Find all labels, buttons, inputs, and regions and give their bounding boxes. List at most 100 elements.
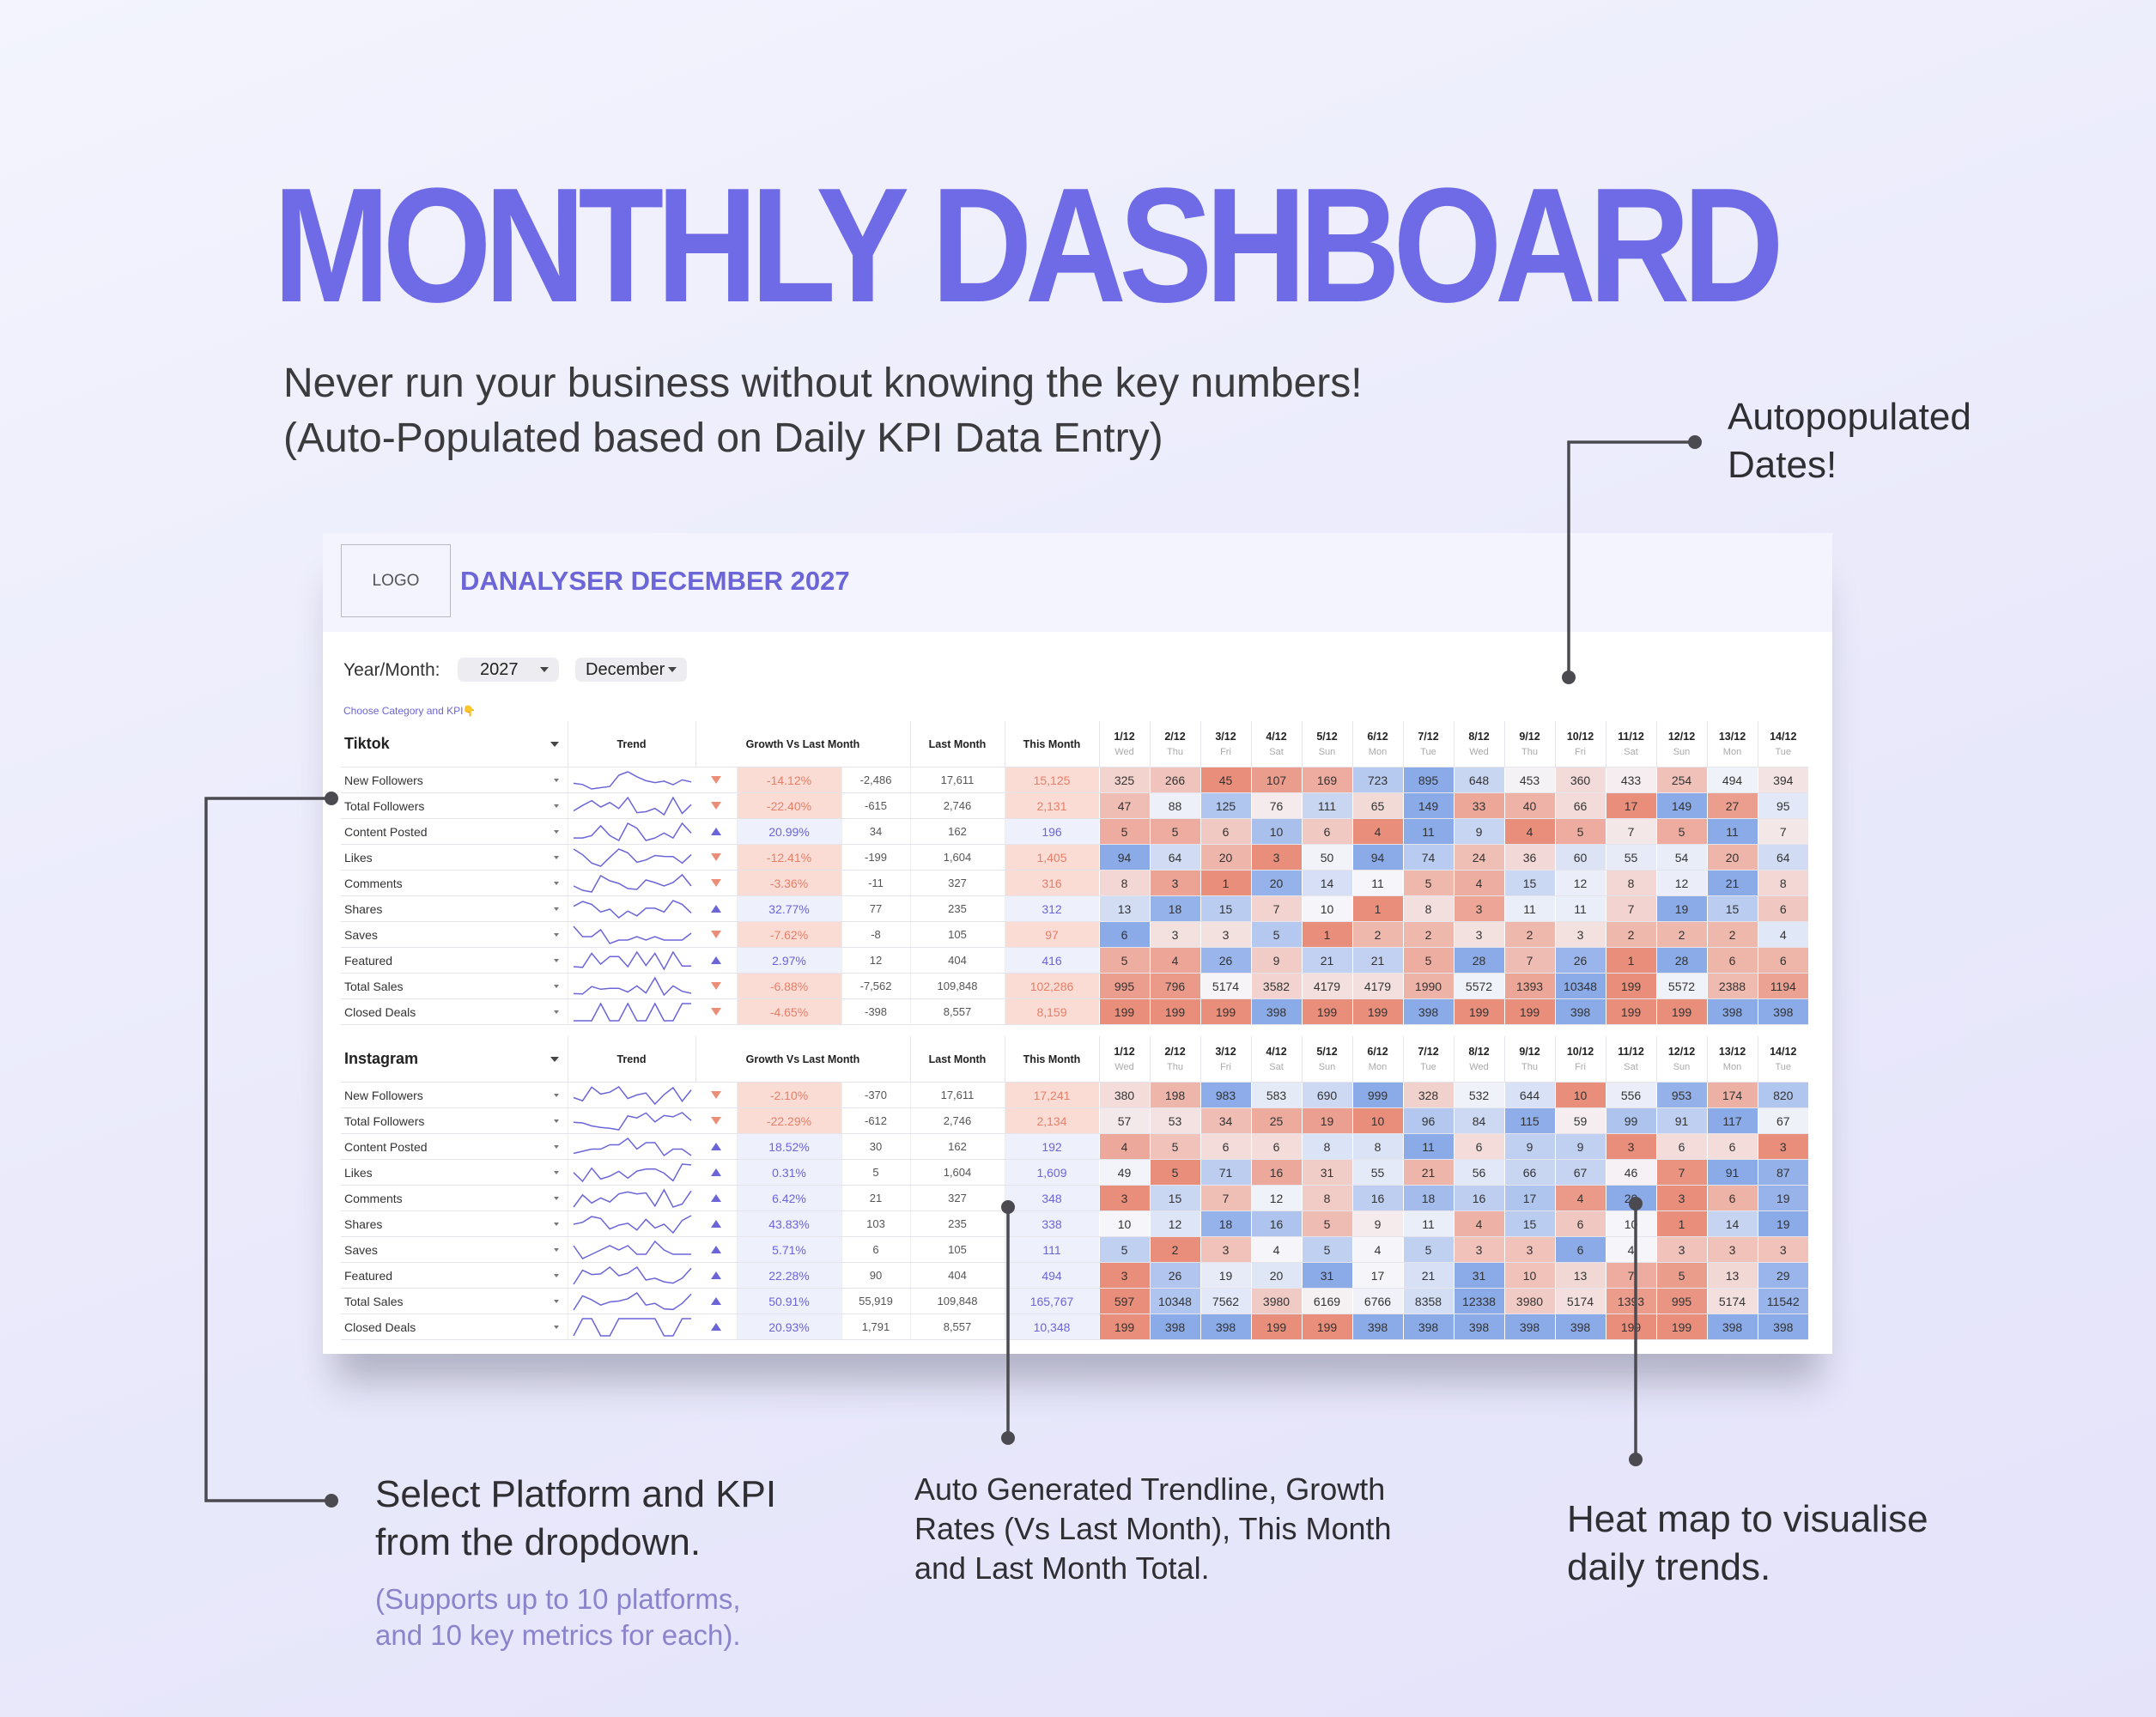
trend-arrow — [710, 1193, 721, 1202]
kpi-select[interactable]: Total Sales — [341, 1295, 568, 1308]
kpi-row: Likes 0.31% 5 1,604 1,609 49 5 71 16 31 55 21 56 66 67… — [341, 1159, 1808, 1186]
month-dropdown[interactable]: December — [575, 658, 687, 682]
kpi-select[interactable]: Total Followers — [341, 1114, 568, 1128]
kpi-select[interactable]: New Followers — [341, 1089, 568, 1102]
heat-cell: 10348 — [1149, 1288, 1200, 1314]
header-row: Tiktok Trend Growth Vs Last Month Last Mont… — [341, 721, 1808, 767]
heat-cell: 4 — [1605, 1236, 1656, 1263]
heat-cell: 10 — [1554, 1082, 1606, 1108]
callout-line: Auto Generated Trendline, Growth — [914, 1471, 1386, 1507]
kpi-row: Total Followers -22.40% -615 2,746 2,131 47 88… — [341, 792, 1808, 819]
kpi-name: New Followers — [344, 1088, 423, 1102]
dashboard-title: DANALYSER DECEMBER 2027 — [460, 566, 850, 596]
kpi-select[interactable]: Comments — [341, 877, 568, 890]
callout-heat: Heat map to visualise daily trends. — [1567, 1496, 1928, 1592]
heat-cell: 820 — [1757, 1082, 1808, 1108]
growth-cell: 22.28% — [736, 1262, 841, 1289]
platform-select[interactable]: Instagram — [341, 1050, 568, 1068]
caret — [553, 1144, 559, 1149]
kpi-select[interactable]: Closed Deals — [341, 1320, 568, 1334]
arrow-shape — [710, 956, 721, 964]
callout-line: daily trends. — [1567, 1546, 1771, 1588]
kpi-select[interactable]: Likes — [341, 851, 568, 865]
heat-cell: 76 — [1250, 792, 1302, 819]
heat-cell: 3 — [1098, 1262, 1150, 1289]
heat-cell: 199 — [1098, 998, 1150, 1025]
caret — [553, 1170, 559, 1174]
kpi-select[interactable]: Saves — [341, 1243, 568, 1257]
heat-cell: 7 — [1605, 1262, 1656, 1289]
arrow-shape — [710, 1219, 721, 1228]
heat-cell: 9 — [1250, 947, 1302, 974]
arrow-cell — [695, 818, 737, 845]
arrow-cell — [695, 1288, 737, 1314]
caret — [553, 1196, 559, 1200]
last-month-cell: 105 — [909, 1236, 1005, 1263]
kpi-select[interactable]: Comments — [341, 1192, 568, 1205]
trend-cell — [567, 870, 695, 896]
weekday: Tue — [1775, 747, 1792, 757]
change-cell: 21 — [841, 1185, 910, 1211]
kpi-select[interactable]: Likes — [341, 1166, 568, 1180]
arrow-shape — [710, 878, 721, 887]
kpi-select[interactable]: Shares — [341, 1217, 568, 1231]
date: 12/12 — [1667, 731, 1696, 743]
heat-cell: 11 — [1503, 895, 1555, 922]
weekday: Thu — [1521, 1062, 1538, 1072]
heat-cell: 398 — [1351, 1314, 1403, 1340]
kpi-select[interactable]: Content Posted — [341, 825, 568, 839]
growth-cell: -14.12% — [736, 767, 841, 793]
this-month-cell: 494 — [1004, 1262, 1099, 1289]
kpi-select[interactable]: Total Sales — [341, 980, 568, 993]
kpi-row: Saves 5.71% 6 105 111 5 2 3 4 5 4 5 3 3 6 4 3 3 3 — [341, 1236, 1808, 1263]
arrow-shape — [710, 1142, 721, 1150]
this-month-cell: 416 — [1004, 947, 1099, 974]
date: 1/12 — [1114, 731, 1135, 743]
date: 6/12 — [1367, 1046, 1388, 1058]
arrow-cell — [695, 1210, 737, 1237]
kpi-select[interactable]: Featured — [341, 1269, 568, 1283]
year-dropdown[interactable]: 2027 — [458, 658, 559, 682]
caret — [553, 1247, 559, 1252]
heat-cell: 199 — [1655, 1314, 1707, 1340]
heat-cell: 723 — [1351, 767, 1403, 793]
heat-cell: 17 — [1503, 1185, 1555, 1211]
last-month-cell: 105 — [909, 921, 1005, 948]
date-header: 10/12 Fri — [1554, 1036, 1606, 1083]
kpi-select[interactable]: Featured — [341, 954, 568, 968]
heat-cell: 9 — [1453, 818, 1504, 845]
heat-cell: 3 — [1655, 1236, 1707, 1263]
trend-cell — [567, 973, 695, 999]
kpi-select[interactable]: Closed Deals — [341, 1005, 568, 1019]
heat-cell: 644 — [1503, 1082, 1555, 1108]
kpi-select[interactable]: Total Followers — [341, 799, 568, 813]
hint: Choose Category and KPI👇 — [343, 705, 477, 717]
kpi-name: Saves — [344, 927, 378, 942]
heat-cell: 199 — [1655, 998, 1707, 1025]
heat-cell: 453 — [1503, 767, 1555, 793]
caret — [553, 1299, 559, 1303]
kpi-select[interactable]: New Followers — [341, 774, 568, 787]
heat-cell: 18 — [1402, 1185, 1454, 1211]
trend-arrow — [710, 1168, 721, 1176]
date-header: 11/12 Sat — [1605, 1036, 1656, 1083]
heat-cell: 88 — [1149, 792, 1200, 819]
arrow-cell — [695, 1133, 737, 1160]
heat-cell: 5 — [1149, 1159, 1200, 1186]
heat-cell: 3 — [1554, 921, 1606, 948]
kpi-select[interactable]: Content Posted — [341, 1140, 568, 1154]
heat-cell: 6 — [1706, 1185, 1758, 1211]
kpi-select[interactable]: Shares — [341, 902, 568, 916]
this-month-cell: 1,609 — [1004, 1159, 1099, 1186]
trend-line — [573, 1085, 692, 1105]
arrow-cell — [695, 921, 737, 948]
platform-select[interactable]: Tiktok — [341, 735, 568, 753]
kpi-select[interactable]: Saves — [341, 928, 568, 942]
date-header: 5/12 Sun — [1301, 721, 1352, 767]
heat-cell: 11 — [1402, 1133, 1454, 1160]
heat-cell: 19 — [1199, 1262, 1251, 1289]
heat-cell: 19 — [1655, 895, 1707, 922]
heat-cell: 10 — [1250, 818, 1302, 845]
heat-cell: 5 — [1655, 1262, 1707, 1289]
kpi-row: Shares 32.77% 77 235 312 13 18 15 7 10 1 8 3 11 11 7 19 1… — [341, 895, 1808, 922]
